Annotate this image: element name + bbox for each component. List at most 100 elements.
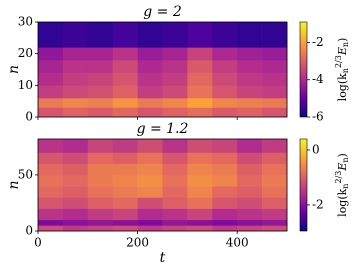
heatmap-cell	[187, 174, 213, 187]
colorbar-tick-label: -2	[312, 197, 324, 211]
heatmap-cell	[262, 22, 288, 48]
heatmap-cell	[87, 208, 113, 221]
heatmap-cell	[212, 47, 238, 61]
colorbar-label-part: n	[341, 68, 350, 73]
heatmap-cell	[212, 152, 238, 164]
y-axis-label: n	[6, 180, 22, 189]
heatmap-cell	[38, 22, 64, 48]
heatmap-cell	[162, 60, 188, 73]
heatmap-cell	[137, 197, 163, 209]
heatmap-cell	[162, 225, 188, 232]
colorbar-label-part: 2/3	[334, 55, 343, 68]
heatmap-cell	[38, 72, 64, 86]
heatmap-cell	[137, 98, 163, 108]
heatmap-cell	[262, 197, 288, 209]
colorbar-tick-label: -4	[312, 72, 324, 86]
heatmap-cell	[62, 47, 89, 61]
heatmap-cell	[112, 72, 138, 86]
heatmap-cell	[237, 60, 263, 73]
heatmap-cell	[62, 98, 89, 108]
heatmap-cell	[262, 85, 288, 99]
heatmap-cell	[212, 72, 238, 86]
heatmap-cell	[87, 186, 113, 198]
heatmap-cell	[38, 163, 64, 176]
heatmap-cell	[162, 163, 188, 176]
heatmap-cell	[162, 186, 188, 198]
heatmap-cell	[187, 208, 213, 221]
colorbar-label-part: E	[336, 47, 349, 56]
heatmap-cell	[162, 152, 188, 164]
heatmap-cell	[187, 152, 213, 164]
heatmap-cell	[38, 139, 64, 153]
y-tick-label: 10	[18, 78, 33, 92]
heatmap-cell	[262, 225, 288, 232]
heatmap-cell	[212, 22, 238, 48]
heatmap-cell	[38, 98, 64, 108]
heatmap-cell	[112, 219, 138, 226]
heatmap-cell	[87, 47, 113, 61]
heatmap-cell	[87, 219, 113, 226]
heatmap-cell	[137, 208, 163, 221]
heatmap-cell	[38, 174, 64, 187]
heatmap-cell	[237, 197, 263, 209]
heatmap-cell	[112, 139, 138, 153]
heatmap-cell	[162, 197, 188, 209]
heatmap-cell	[87, 98, 113, 108]
heatmap-cell	[38, 60, 64, 73]
heatmap-cell	[62, 139, 89, 153]
heatmap-cell	[137, 107, 163, 118]
heatmap-cell	[38, 197, 64, 209]
heatmap-cell	[187, 47, 213, 61]
colorbar-tick-label: 0	[312, 142, 320, 156]
heatmap-cell	[87, 139, 113, 153]
heatmap-cell	[212, 139, 238, 153]
heatmap-cell	[62, 186, 89, 198]
colorbar-label-part: log(k	[336, 73, 349, 101]
heatmap-cell	[137, 163, 163, 176]
heatmap-cell	[237, 186, 263, 198]
heatmap-cell	[262, 152, 288, 164]
heatmap-cell	[112, 107, 138, 118]
heatmap-cell	[212, 186, 238, 198]
panel-title: g = 1.2	[137, 121, 189, 137]
heatmap-cell	[38, 107, 64, 118]
heatmap-cell	[87, 60, 113, 73]
heatmap-cell	[112, 22, 138, 48]
heatmap-cell	[212, 219, 238, 226]
heatmap-cell	[237, 152, 263, 164]
colorbar-tick-label: -2	[312, 35, 324, 49]
heatmap-cell	[187, 163, 213, 176]
heatmap-cell	[38, 219, 64, 226]
x-tick-label: 400	[226, 236, 249, 250]
heatmap-cell	[212, 163, 238, 176]
heatmap-cell	[237, 163, 263, 176]
heatmap-cell	[112, 60, 138, 73]
heatmap-cell	[137, 60, 163, 73]
colorbar-tick-label: -6	[312, 110, 324, 124]
heatmap-cell	[112, 85, 138, 99]
heatmap-cell	[87, 85, 113, 99]
heatmap-cell	[137, 85, 163, 99]
heatmap-cell	[87, 107, 113, 118]
heatmap-cell	[212, 208, 238, 221]
heatmap-cell	[87, 22, 113, 48]
heatmap-cell	[137, 47, 163, 61]
heatmap-cell	[62, 219, 89, 226]
heatmap-cell	[212, 197, 238, 209]
x-tick-label: 0	[34, 236, 42, 250]
heatmap-cell	[162, 47, 188, 61]
heatmap-cell	[112, 152, 138, 164]
heatmap-cell	[62, 60, 89, 73]
heatmap-cell	[187, 72, 213, 86]
heatmap-cell	[62, 225, 89, 232]
y-tick-label: 50	[18, 167, 33, 181]
heatmap-cell	[162, 72, 188, 86]
y-axis-label: n	[6, 65, 22, 74]
heatmap-cell	[262, 72, 288, 86]
heatmap-cell	[187, 139, 213, 153]
plot-frame	[37, 138, 288, 232]
heatmap-cell	[187, 225, 213, 232]
heatmap-cell	[237, 47, 263, 61]
heatmap-cell	[237, 139, 263, 153]
